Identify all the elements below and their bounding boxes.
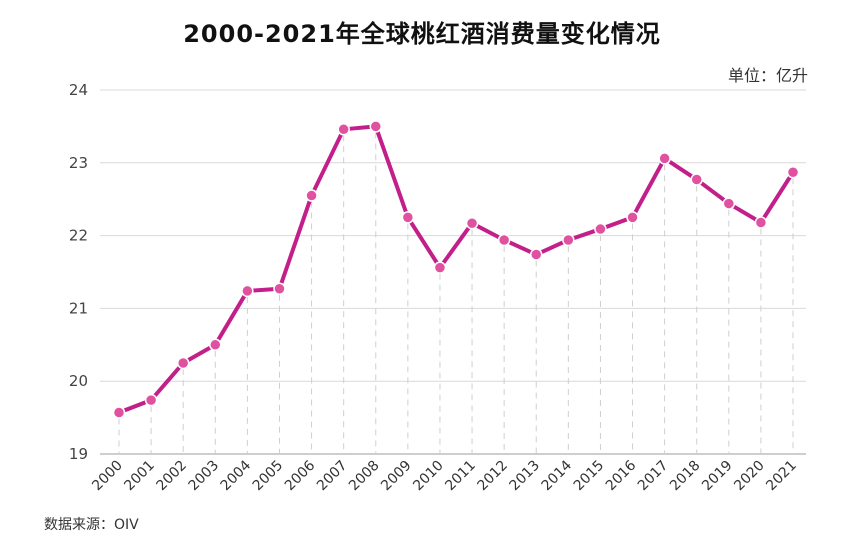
x-tick-label: 2009 bbox=[378, 458, 415, 495]
data-point bbox=[529, 248, 543, 261]
y-tick-label: 19 bbox=[69, 445, 88, 463]
series-line bbox=[117, 124, 795, 415]
data-point bbox=[273, 282, 286, 295]
x-tick-label: 2018 bbox=[667, 458, 704, 495]
x-tick-label: 2017 bbox=[635, 458, 672, 495]
y-tick-label: 20 bbox=[69, 372, 88, 390]
y-tick-label: 21 bbox=[69, 299, 88, 317]
y-tick-label: 24 bbox=[69, 81, 88, 99]
data-point bbox=[626, 211, 639, 224]
x-tick-label: 2004 bbox=[218, 457, 255, 494]
data-point bbox=[144, 393, 158, 407]
data-point bbox=[786, 166, 800, 179]
x-tick-label: 2008 bbox=[346, 458, 383, 495]
data-point bbox=[176, 356, 190, 370]
x-tick-label: 2003 bbox=[186, 458, 223, 495]
data-point bbox=[562, 233, 575, 247]
x-tick-label: 2013 bbox=[507, 458, 544, 495]
y-axis: 19 20 21 22 23 24 bbox=[69, 81, 88, 463]
x-tick-label: 2015 bbox=[571, 458, 608, 495]
x-tick-label: 2014 bbox=[539, 457, 576, 494]
x-tick-label: 2006 bbox=[282, 457, 319, 494]
x-tick-label: 2020 bbox=[731, 458, 768, 495]
data-point bbox=[465, 216, 479, 230]
chart-title: 2000-2021年全球桃红酒消费量变化情况 bbox=[183, 20, 661, 48]
x-tick-label: 2021 bbox=[763, 458, 800, 495]
data-point bbox=[337, 123, 350, 136]
series bbox=[112, 120, 800, 419]
data-point bbox=[722, 197, 736, 210]
x-tick-label: 2007 bbox=[314, 458, 351, 495]
x-tick-label: 2011 bbox=[442, 458, 479, 495]
data-point bbox=[369, 120, 383, 133]
x-tick-label: 2010 bbox=[410, 458, 447, 495]
x-tick-label: 2019 bbox=[699, 458, 736, 495]
x-tick-label: 2005 bbox=[250, 458, 287, 495]
data-point bbox=[305, 189, 318, 202]
data-point bbox=[594, 222, 607, 236]
data-point bbox=[209, 338, 222, 352]
grid bbox=[100, 89, 806, 455]
x-axis: 2000200120022003200420052006200720082009… bbox=[89, 457, 800, 494]
data-point bbox=[658, 152, 671, 165]
x-tick-label: 2002 bbox=[154, 458, 191, 495]
x-tick-label: 2016 bbox=[603, 457, 640, 494]
data-point bbox=[497, 233, 511, 247]
unit-label: 单位：亿升 bbox=[727, 66, 808, 85]
x-tick-label: 2000 bbox=[89, 458, 126, 495]
data-point bbox=[754, 216, 768, 229]
data-point bbox=[241, 284, 254, 298]
data-point bbox=[401, 211, 415, 224]
vertical-guides bbox=[118, 132, 794, 454]
data-point bbox=[433, 261, 447, 274]
x-tick-label: 2001 bbox=[121, 458, 158, 495]
y-tick-label: 22 bbox=[69, 227, 88, 245]
source-note: 数据来源：OIV bbox=[44, 517, 139, 533]
data-point bbox=[690, 173, 703, 186]
y-tick-label: 23 bbox=[69, 154, 88, 172]
x-tick-label: 2012 bbox=[474, 458, 511, 495]
data-point bbox=[112, 406, 126, 419]
